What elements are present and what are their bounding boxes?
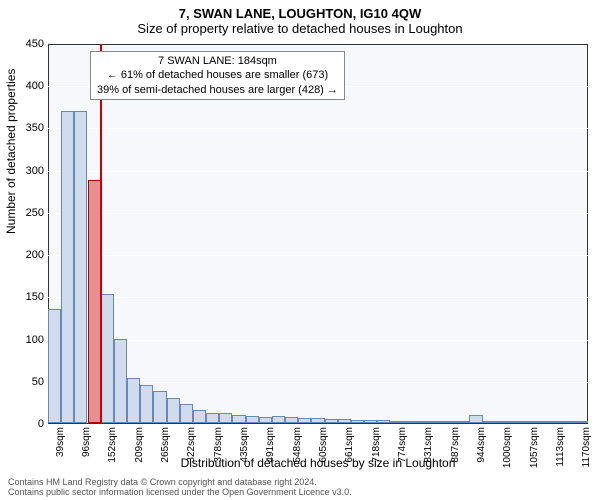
histogram-bar bbox=[325, 419, 338, 423]
gridline bbox=[48, 255, 588, 256]
highlight-bar bbox=[88, 180, 101, 423]
histogram-bar bbox=[259, 417, 272, 423]
histogram-bar bbox=[74, 111, 87, 423]
gridline bbox=[48, 128, 588, 129]
footer-line-2: Contains public sector information licen… bbox=[8, 488, 352, 498]
y-tick-label: 400 bbox=[14, 80, 44, 92]
histogram-bar bbox=[338, 419, 351, 423]
annotation-box: 7 SWAN LANE: 184sqm ← 61% of detached ho… bbox=[90, 51, 345, 100]
histogram-bar bbox=[298, 418, 311, 423]
y-tick-label: 150 bbox=[14, 291, 44, 303]
y-tick-label: 350 bbox=[14, 122, 44, 134]
histogram-bar bbox=[364, 420, 377, 423]
histogram-bar bbox=[483, 421, 496, 423]
histogram-bar bbox=[193, 410, 206, 423]
histogram-bar bbox=[180, 404, 193, 423]
y-tick-label: 200 bbox=[14, 249, 44, 261]
histogram-bar bbox=[509, 421, 522, 423]
y-tick-label: 100 bbox=[14, 334, 44, 346]
y-tick-label: 300 bbox=[14, 165, 44, 177]
chart-plot: 7 SWAN LANE: 184sqm ← 61% of detached ho… bbox=[48, 44, 588, 424]
x-axis-label: Distribution of detached houses by size … bbox=[48, 456, 588, 470]
histogram-bar bbox=[548, 421, 561, 423]
histogram-bar bbox=[430, 421, 443, 423]
histogram-bar bbox=[140, 385, 153, 423]
histogram-bar bbox=[562, 421, 575, 423]
gridline bbox=[48, 340, 588, 341]
annotation-line-2: ← 61% of detached houses are smaller (67… bbox=[97, 68, 338, 82]
gridline bbox=[48, 171, 588, 172]
plot-background bbox=[48, 44, 588, 424]
page-subtitle: Size of property relative to detached ho… bbox=[0, 21, 600, 40]
chart-container: 7, SWAN LANE, LOUGHTON, IG10 4QW Size of… bbox=[0, 0, 600, 500]
gridline bbox=[48, 213, 588, 214]
y-tick-label: 50 bbox=[14, 376, 44, 388]
histogram-bar bbox=[311, 418, 324, 423]
histogram-bar bbox=[48, 309, 61, 423]
histogram-bar bbox=[535, 421, 548, 423]
annotation-line-1: 7 SWAN LANE: 184sqm bbox=[97, 54, 338, 68]
footer-text: Contains HM Land Registry data © Crown c… bbox=[8, 478, 352, 498]
histogram-bar bbox=[127, 378, 140, 423]
histogram-bar bbox=[575, 421, 588, 423]
histogram-bar bbox=[469, 415, 482, 423]
histogram-bar bbox=[351, 420, 364, 423]
histogram-bar bbox=[496, 421, 509, 423]
histogram-bar bbox=[101, 294, 114, 423]
page-title: 7, SWAN LANE, LOUGHTON, IG10 4QW bbox=[0, 0, 600, 21]
histogram-bar bbox=[219, 413, 232, 423]
histogram-bar bbox=[246, 416, 259, 423]
histogram-bar bbox=[443, 421, 456, 423]
histogram-bar bbox=[232, 415, 245, 423]
y-tick-label: 0 bbox=[14, 418, 44, 430]
marker-line bbox=[100, 44, 102, 424]
histogram-bar bbox=[153, 391, 166, 423]
histogram-bar bbox=[390, 421, 403, 423]
histogram-bar bbox=[272, 416, 285, 423]
histogram-bar bbox=[456, 421, 469, 423]
y-tick-label: 250 bbox=[14, 207, 44, 219]
histogram-bar bbox=[285, 417, 298, 423]
gridline bbox=[48, 297, 588, 298]
histogram-bar bbox=[417, 421, 430, 423]
histogram-bar bbox=[206, 413, 219, 423]
histogram-bar bbox=[61, 111, 74, 423]
histogram-bar bbox=[114, 339, 127, 423]
histogram-bar bbox=[167, 398, 180, 423]
annotation-line-3: 39% of semi-detached houses are larger (… bbox=[97, 83, 338, 97]
y-tick-label: 450 bbox=[14, 38, 44, 50]
histogram-bar bbox=[404, 421, 417, 423]
histogram-bar bbox=[522, 421, 535, 423]
histogram-bar bbox=[377, 420, 390, 423]
